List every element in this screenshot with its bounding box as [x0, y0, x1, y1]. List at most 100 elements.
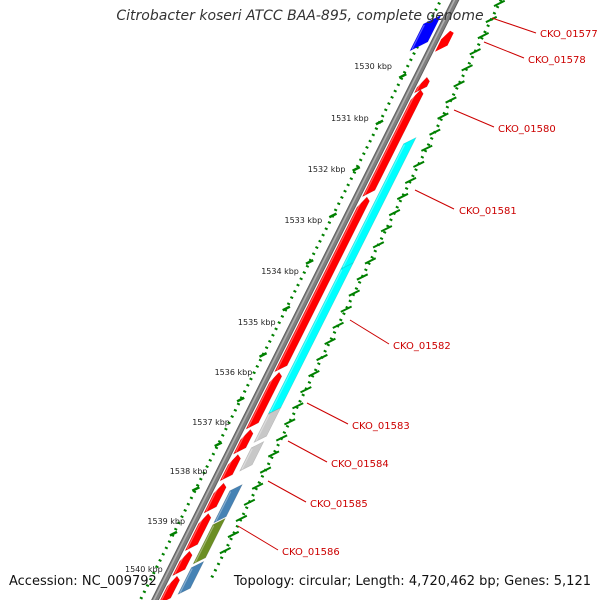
- gene-leader-line: [414, 189, 455, 210]
- inner-ring-dash: [308, 370, 320, 378]
- kbp-tick-mark: [352, 165, 361, 172]
- gene-leader-line: [287, 440, 328, 463]
- topology-label: Topology:: [233, 574, 295, 589]
- inner-ring-dash: [380, 225, 393, 233]
- gene-label: CKO_01580: [498, 124, 556, 135]
- accession-info: Accession: NC_009792: [9, 574, 157, 589]
- topology-value: circular: [298, 574, 347, 589]
- inner-ring-dash: [348, 289, 361, 297]
- cds-arrow-shine: [235, 433, 246, 453]
- kbp-tick-mark: [398, 72, 407, 79]
- cog-block-shine: [179, 568, 193, 593]
- inner-ring-dash: [493, 0, 506, 7]
- kbp-tick-label: 1532 kbp: [308, 165, 346, 174]
- accession-label: Accession:: [9, 574, 78, 589]
- cds-arrow-shine: [186, 517, 204, 550]
- kbp-tick-label: 1540 kbp: [125, 565, 163, 574]
- cds-arrow: [245, 371, 283, 430]
- rna-block: [409, 14, 442, 52]
- gene-label: CKO_01582: [393, 341, 451, 352]
- cds-arrow-shine: [276, 200, 363, 371]
- genes-label: Genes:: [504, 574, 550, 589]
- genes-value: 5,121: [553, 574, 591, 589]
- gene-leader-line: [349, 319, 390, 345]
- kbp-tick-mark: [375, 119, 384, 126]
- gene-leader-line: [237, 525, 279, 551]
- kbp-tick-label: 1537 kbp: [192, 418, 230, 427]
- cds-arrow-shine: [160, 579, 173, 600]
- genome-backbone: [151, 0, 460, 600]
- kbp-tick-label: 1536 kbp: [215, 368, 253, 377]
- inner-ring-dash: [437, 112, 449, 120]
- inner-ring-dash: [227, 530, 240, 539]
- inner-ring-dash: [485, 15, 498, 24]
- cog-block: [340, 136, 417, 270]
- inner-ring-dash: [412, 160, 425, 168]
- cds-arrow: [219, 454, 241, 482]
- kbp-tick-mark: [305, 258, 314, 265]
- inner-ring-dash: [259, 466, 272, 474]
- gene-label: CKO_01578: [528, 55, 586, 66]
- length-value: 4,720,462 bp: [408, 574, 496, 589]
- cds-arrow: [184, 513, 212, 552]
- cog-block-shine: [194, 525, 215, 563]
- inner-ring-dash: [251, 482, 264, 490]
- cds-arrow: [232, 429, 254, 455]
- inner-dotted-line: [210, 0, 503, 579]
- kbp-tick-label: 1534 kbp: [261, 267, 299, 276]
- kbp-tick-label: 1535 kbp: [238, 318, 276, 327]
- cog-block-shine: [342, 144, 406, 268]
- kbp-tick-mark: [236, 396, 245, 403]
- gene-label: CKO_01583: [352, 421, 410, 432]
- outer-dotted-ring: [138, 0, 443, 600]
- inner-ring-dash: [477, 32, 490, 40]
- inner-ring-dash: [243, 498, 256, 506]
- gene-label: CKO_01586: [282, 547, 340, 558]
- kbp-tick-label: 1531 kbp: [331, 114, 369, 123]
- cds-arrow-shine: [205, 486, 219, 512]
- gene-label: CKO_01581: [459, 206, 517, 217]
- gene-label: CKO_01577: [540, 29, 598, 40]
- cds-arrow: [171, 550, 193, 577]
- inner-ring-dash: [364, 257, 377, 265]
- length-label: Length:: [355, 574, 405, 589]
- cds-arrow: [203, 482, 227, 514]
- cds-arrow-shine: [221, 458, 234, 480]
- inner-ring-dash: [340, 305, 353, 313]
- kbp-tick-mark: [258, 351, 268, 358]
- map-title: Citrobacter koseri ATCC BAA-895, complet…: [116, 8, 484, 24]
- inner-ring-dash: [292, 402, 304, 410]
- cog-block-shine: [255, 414, 270, 441]
- inner-ring-dash: [219, 547, 232, 555]
- kbp-tick-label: 1539 kbp: [147, 517, 185, 526]
- inner-ring-dash: [461, 64, 473, 72]
- inner-ring-dash: [356, 273, 369, 281]
- inner-ring-dash: [445, 96, 457, 104]
- gene-leader-line: [306, 402, 349, 425]
- inner-ring-dash: [404, 176, 417, 184]
- inner-ring-dash: [453, 80, 465, 88]
- gene-leader-line: [483, 41, 525, 59]
- cog-block: [239, 440, 265, 472]
- kbp-tick-label: 1530 kbp: [354, 62, 392, 71]
- label-leaders: CKO_01577 CKO_01578 CKO_01580 CKO_01581 CKO_…: [237, 17, 598, 558]
- inner-ring-dash: [283, 418, 296, 426]
- gene-label: CKO_01584: [331, 459, 389, 470]
- inner-ring-dash: [324, 337, 336, 345]
- inner-ring-dash: [420, 144, 433, 152]
- cds-arrow: [361, 89, 424, 198]
- backbone-highlight: [153, 0, 456, 600]
- inner-ring-dash: [372, 241, 385, 249]
- outer-dotted-line: [138, 0, 443, 600]
- inner-ring-dash: [469, 48, 481, 56]
- inner-ring-dash: [316, 353, 328, 362]
- gene-label: CKO_01585: [310, 499, 368, 510]
- gene-leader-line: [491, 17, 537, 34]
- cog-block: [192, 517, 226, 565]
- cds-arrow: [435, 30, 454, 52]
- cog-block-shine: [215, 491, 232, 522]
- kbp-tick-mark: [191, 486, 200, 492]
- cog-block-shine: [270, 269, 343, 413]
- inner-ring-dash: [332, 321, 344, 329]
